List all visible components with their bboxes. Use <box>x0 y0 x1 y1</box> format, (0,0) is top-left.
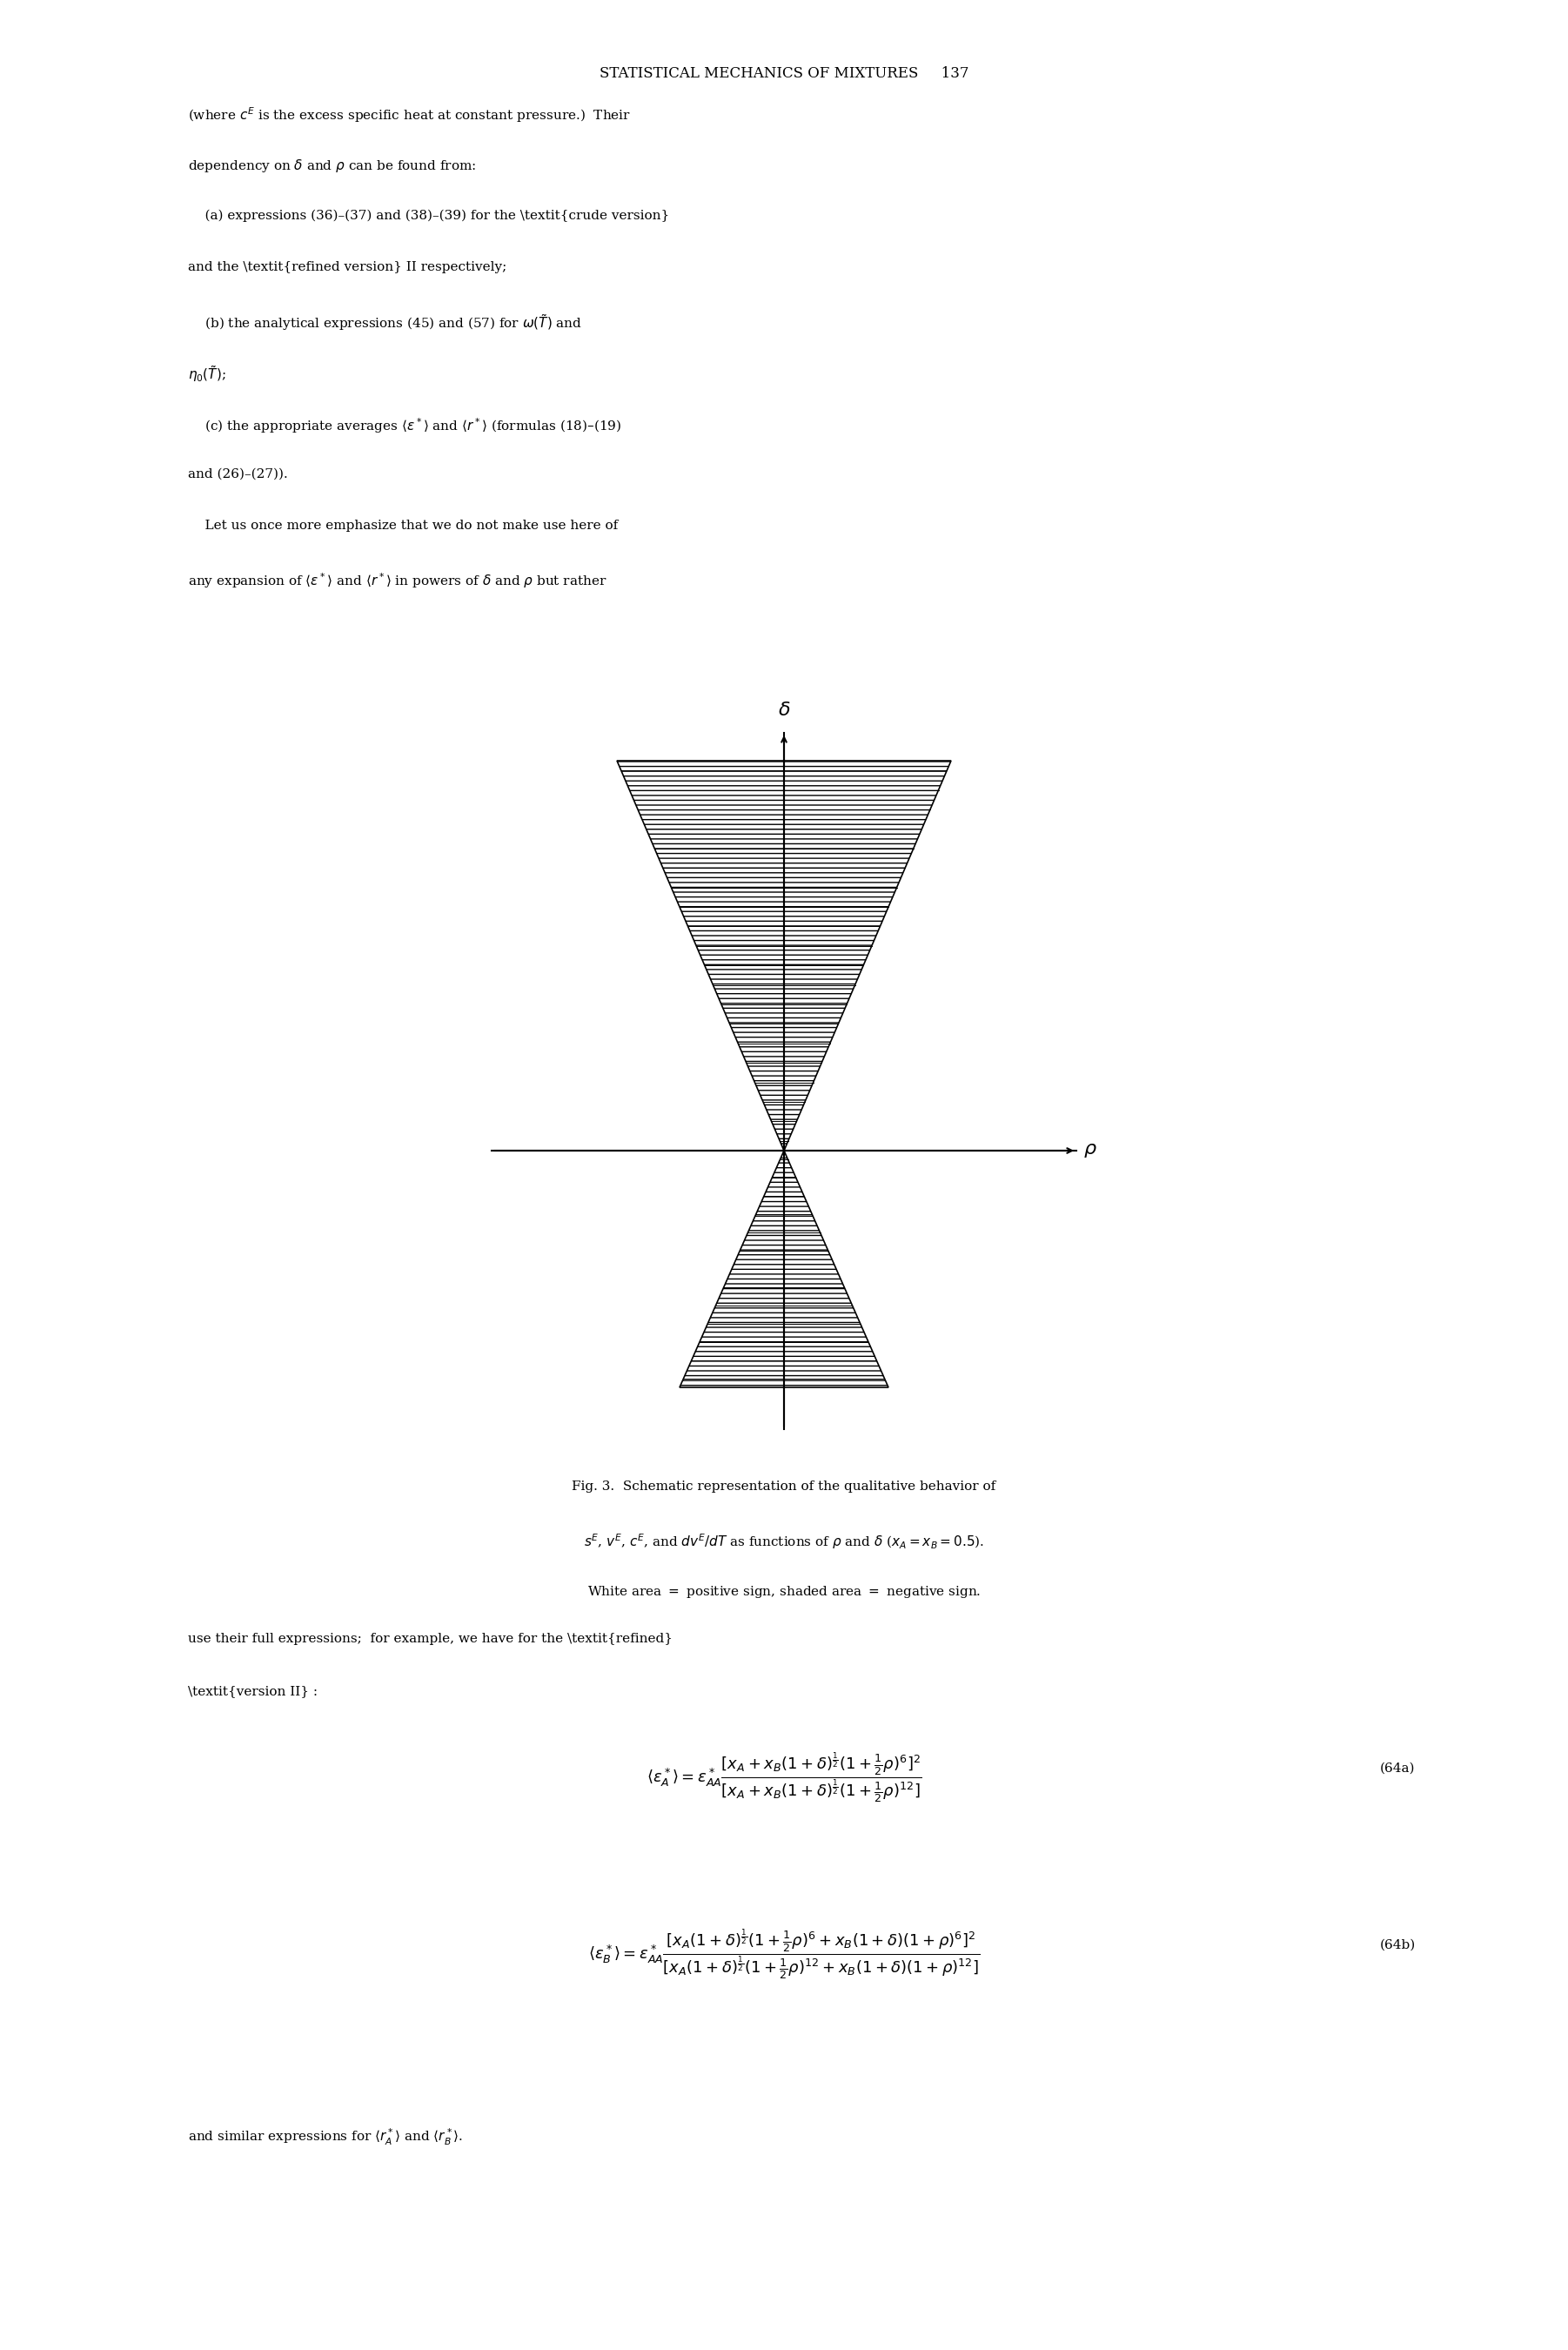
Text: (a) expressions (36)–(37) and (38)–(39) for the \textit{crude version}: (a) expressions (36)–(37) and (38)–(39) … <box>188 209 670 221</box>
Text: and (26)–(27)).: and (26)–(27)). <box>188 468 289 479</box>
Text: $\langle\varepsilon^*_B\rangle = \varepsilon^*_{AA}\dfrac{[x_A(1+\delta)^{\frac{: $\langle\varepsilon^*_B\rangle = \vareps… <box>588 1927 980 1981</box>
Text: Fig. 3.  Schematic representation of the qualitative behavior of: Fig. 3. Schematic representation of the … <box>572 1480 996 1492</box>
Text: (c) the appropriate averages $\langle\varepsilon^*\rangle$ and $\langle r^*\rang: (c) the appropriate averages $\langle\va… <box>188 416 621 435</box>
Text: use their full expressions;  for example, we have for the \textit{refined}: use their full expressions; for example,… <box>188 1633 673 1645</box>
Text: any expansion of $\langle\varepsilon^*\rangle$ and $\langle r^*\rangle$ in power: any expansion of $\langle\varepsilon^*\r… <box>188 571 607 590</box>
Text: and the \textit{refined version} II respectively;: and the \textit{refined version} II resp… <box>188 261 506 273</box>
Text: (where $c^E$ is the excess specific heat at constant pressure.)  Their: (where $c^E$ is the excess specific heat… <box>188 106 632 125</box>
Text: (64b): (64b) <box>1380 1939 1416 1950</box>
Text: \textit{version II} :: \textit{version II} : <box>188 1685 318 1697</box>
Text: Let us once more emphasize that we do not make use here of: Let us once more emphasize that we do no… <box>188 519 618 531</box>
Text: dependency on $\delta$ and $\rho$ can be found from:: dependency on $\delta$ and $\rho$ can be… <box>188 157 477 174</box>
Text: $\langle\varepsilon^*_A\rangle = \varepsilon^*_{AA}\dfrac{[x_A + x_B(1+\delta)^{: $\langle\varepsilon^*_A\rangle = \vareps… <box>646 1751 922 1805</box>
Text: $\delta$: $\delta$ <box>778 703 790 719</box>
Polygon shape <box>616 761 952 1152</box>
Text: STATISTICAL MECHANICS OF MIXTURES     137: STATISTICAL MECHANICS OF MIXTURES 137 <box>599 66 969 80</box>
Text: $\eta_0(\tilde{T})$;: $\eta_0(\tilde{T})$; <box>188 364 226 383</box>
Text: White area $=$ positive sign, shaded area $=$ negative sign.: White area $=$ positive sign, shaded are… <box>586 1584 982 1600</box>
Text: (64a): (64a) <box>1380 1762 1414 1774</box>
Text: $s^E$, $v^E$, $c^E$, and $dv^E/dT$ as functions of $\rho$ and $\delta$ ($x_A = x: $s^E$, $v^E$, $c^E$, and $dv^E/dT$ as fu… <box>583 1532 985 1551</box>
Text: (b) the analytical expressions (45) and (57) for $\omega(\tilde{T})$ and: (b) the analytical expressions (45) and … <box>188 313 582 331</box>
Text: and similar expressions for $\langle r^*_A\rangle$ and $\langle r^*_B\rangle$.: and similar expressions for $\langle r^*… <box>188 2127 464 2148</box>
Polygon shape <box>679 1152 889 1386</box>
Text: $\rho$: $\rho$ <box>1083 1142 1098 1159</box>
